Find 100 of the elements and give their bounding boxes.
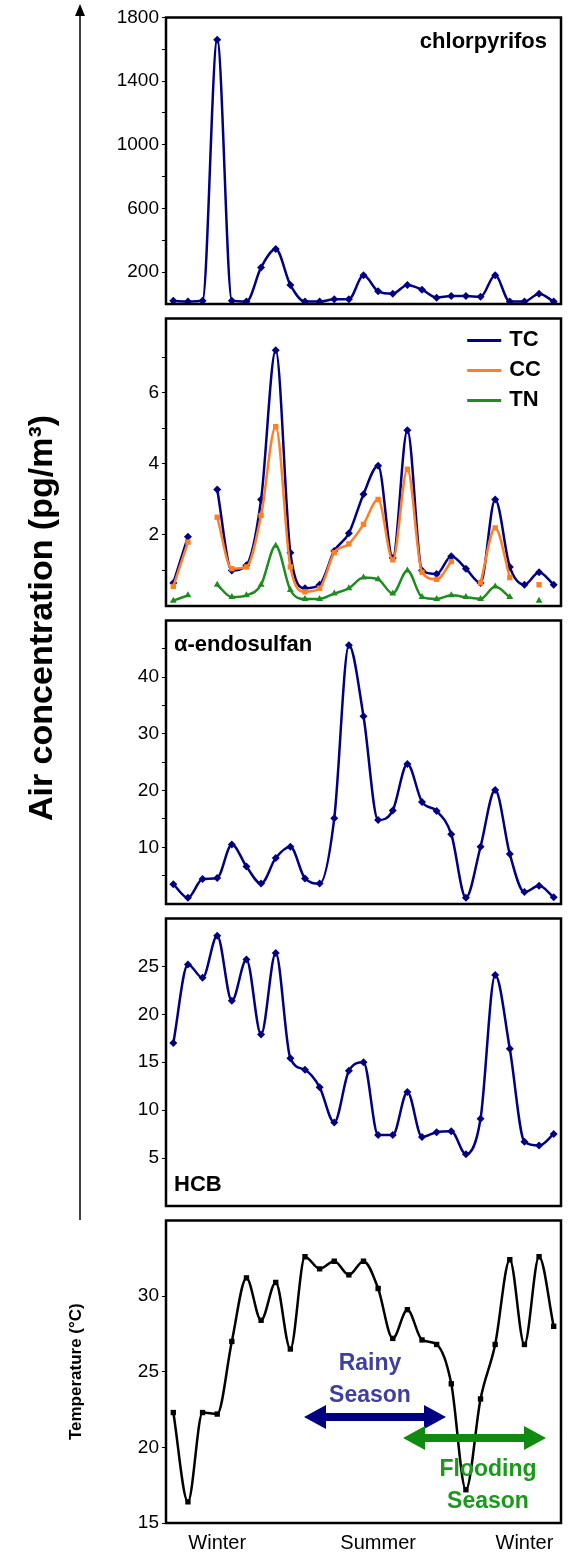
annotation: Rainy Season (328, 1348, 412, 1409)
point (242, 862, 251, 871)
point (346, 1272, 352, 1278)
point (243, 1275, 250, 1281)
point (344, 529, 353, 538)
point (257, 879, 266, 888)
point (315, 1083, 324, 1092)
point (492, 1341, 498, 1348)
point (360, 573, 367, 580)
point (536, 582, 542, 588)
point (301, 594, 309, 601)
point (492, 525, 498, 531)
point (505, 1044, 514, 1053)
x-tick-label: Winter (188, 1530, 247, 1553)
y-tick-label: 1800 (116, 5, 159, 27)
point (403, 759, 412, 768)
y-tick-label: 10 (137, 1098, 159, 1120)
point (169, 596, 177, 603)
legend-label: TC (509, 326, 539, 352)
point (257, 263, 266, 272)
point (214, 1411, 220, 1417)
point (388, 1131, 397, 1140)
point (461, 564, 470, 573)
point (491, 785, 500, 794)
point (257, 580, 265, 587)
y-tick-label: 40 (137, 665, 159, 687)
y-tick-label: 15 (137, 1050, 159, 1072)
point (418, 1132, 427, 1141)
y-tick-label: 1000 (116, 133, 159, 155)
point (271, 346, 280, 355)
point (286, 1054, 295, 1063)
y-tick-label: 2 (148, 523, 159, 545)
point (506, 593, 514, 600)
point (185, 1499, 191, 1505)
point (549, 893, 558, 902)
point (183, 893, 192, 902)
point (403, 1087, 412, 1096)
y-tick-label: 25 (137, 1359, 159, 1381)
point (198, 973, 207, 982)
point (447, 1127, 456, 1136)
point (520, 580, 529, 589)
legend-label: CC (509, 356, 542, 382)
point (345, 584, 353, 591)
point (213, 35, 222, 44)
point (227, 996, 236, 1005)
point (549, 1130, 558, 1139)
point (286, 586, 294, 593)
point (535, 1141, 544, 1150)
point (271, 245, 280, 254)
text: HCB (174, 1171, 222, 1197)
point (462, 593, 470, 600)
point (316, 594, 324, 601)
point (344, 641, 353, 650)
point (213, 873, 222, 882)
point (535, 596, 543, 603)
point (491, 271, 500, 280)
point (183, 297, 192, 304)
point (447, 292, 456, 301)
y-tick-label: 6 (148, 381, 159, 403)
point (359, 712, 368, 721)
point (476, 842, 485, 851)
point (359, 1058, 368, 1067)
point (213, 931, 222, 940)
point (213, 485, 222, 494)
point (535, 881, 544, 890)
point (300, 1065, 309, 1074)
point (300, 874, 309, 883)
point (302, 589, 308, 595)
point (388, 289, 397, 298)
point (287, 564, 294, 570)
point (286, 842, 295, 851)
point (432, 806, 441, 815)
point (185, 539, 191, 545)
point (287, 1346, 294, 1352)
point (432, 293, 441, 302)
point (476, 292, 485, 301)
text: chlorpyrifos (419, 28, 547, 54)
point (461, 1150, 470, 1159)
point (418, 285, 427, 294)
point (447, 830, 456, 839)
y-axis-title: Air concentration (pg/m³) (20, 414, 60, 822)
point (491, 495, 500, 504)
point (549, 297, 558, 304)
point (229, 1338, 235, 1345)
point (419, 1337, 425, 1343)
point (330, 1118, 339, 1127)
point (520, 1137, 529, 1146)
y-axis-title: Temperature (°C) (65, 1303, 85, 1441)
point (374, 461, 383, 470)
point (403, 426, 412, 435)
y-tick-label: 15 (137, 1511, 159, 1533)
point (535, 289, 544, 298)
point (344, 295, 353, 304)
point (316, 1266, 323, 1272)
point (549, 580, 558, 589)
y-tick-label: 1400 (116, 69, 159, 91)
point (302, 1254, 308, 1260)
point (169, 880, 178, 889)
point (330, 589, 338, 596)
point (375, 496, 381, 503)
